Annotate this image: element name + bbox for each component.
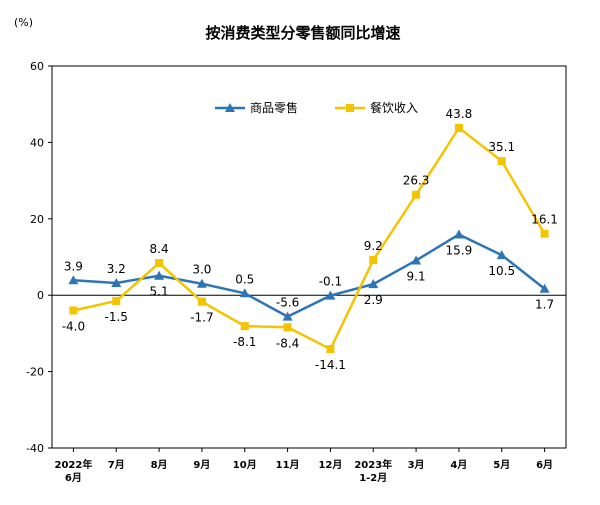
plot-border	[51, 65, 567, 449]
y-tick-label: 20	[30, 213, 44, 226]
data-label: 2.9	[364, 293, 383, 307]
data-label: 3.2	[107, 262, 126, 276]
data-label: -4.0	[62, 319, 85, 333]
chart-title: 按消费类型分零售额同比增速	[205, 24, 400, 42]
data-label: -1.5	[105, 310, 128, 324]
x-tick-label: 11月	[276, 459, 300, 471]
x-tick-label: 1-2月	[359, 472, 387, 484]
y-axis-unit: (%)	[14, 16, 33, 29]
series-line	[73, 233, 546, 318]
data-label: 9.2	[364, 239, 383, 253]
series-goods-retail	[68, 229, 550, 321]
data-label: 9.1	[407, 269, 426, 283]
x-tick-label: 6月	[536, 459, 553, 471]
x-tick-label: 8月	[151, 459, 168, 471]
data-label: -5.6	[276, 296, 299, 310]
data-point	[69, 306, 78, 315]
data-point	[282, 311, 293, 321]
y-tick-label: -40	[26, 442, 44, 455]
series-layer: 3.9 3.2 5.1 3.0 0.5 -5.6 -0.1 2.9 9.1 15.9 10.5 1.7…	[62, 107, 558, 372]
data-label: 10.5	[488, 264, 515, 278]
data-point	[411, 255, 422, 265]
data-label: 8.4	[150, 242, 169, 256]
data-label: 16.1	[531, 213, 558, 227]
data-label: 15.9	[446, 243, 473, 257]
data-label: 1.7	[535, 298, 554, 312]
series-catering-revenue	[69, 123, 549, 354]
data-label: 43.8	[446, 107, 473, 121]
data-label: -8.4	[276, 336, 299, 350]
data-label: 3.9	[64, 259, 83, 273]
legend-marker	[346, 104, 354, 112]
data-label: -14.1	[315, 358, 346, 372]
data-label: 35.1	[488, 140, 515, 154]
x-tick-label: 4月	[450, 459, 467, 471]
data-label: 26.3	[403, 174, 430, 188]
x-tick-label: 7月	[108, 459, 125, 471]
x-tick-label: 6月	[65, 472, 82, 484]
data-labels-0: 3.9 3.2 5.1 3.0 0.5 -5.6 -0.1 2.9 9.1 15.9 10.5 1.7	[64, 243, 554, 311]
y-tick-label: 0	[37, 289, 44, 302]
data-point	[325, 290, 336, 300]
data-point	[283, 323, 292, 332]
y-tick-label: 40	[30, 136, 44, 149]
data-point	[453, 229, 464, 239]
data-point	[454, 123, 463, 132]
legend-label: 餐饮收入	[370, 100, 418, 115]
data-point	[154, 270, 165, 280]
data-label: 5.1	[150, 285, 169, 299]
data-point	[239, 288, 250, 298]
x-tick-label: 2022年	[54, 458, 92, 471]
x-tick-label: 9月	[193, 459, 210, 471]
data-point	[196, 278, 207, 288]
plot-area	[51, 65, 567, 449]
data-point	[197, 297, 206, 306]
y-axis: -40 -20 0 20 40 60	[26, 60, 52, 455]
data-label: 3.0	[192, 263, 211, 277]
x-tick-label: 12月	[318, 459, 342, 471]
data-label: -0.1	[319, 275, 342, 289]
legend-marker	[225, 103, 235, 112]
y-tick-label: -20	[26, 366, 44, 379]
x-tick-label: 2023年	[354, 458, 392, 471]
data-point	[369, 256, 378, 265]
data-point	[496, 250, 507, 260]
data-label: -8.1	[233, 335, 256, 349]
x-tick-label: 3月	[408, 459, 425, 471]
data-point	[368, 279, 379, 289]
legend-item: 商品零售	[215, 100, 298, 115]
data-labels-1: -4.0-1.58.4-1.7-8.1 -8.4-14.19.226.343.83…	[62, 107, 558, 372]
data-point	[112, 296, 121, 305]
data-point	[155, 259, 164, 268]
data-point	[326, 345, 335, 354]
data-point	[497, 157, 506, 166]
data-point	[539, 283, 550, 293]
x-tick-label: 5月	[493, 459, 510, 471]
data-point	[540, 229, 549, 238]
legend: 商品零售 餐饮收入	[215, 100, 418, 115]
data-label: 0.5	[235, 272, 254, 286]
data-point	[240, 322, 249, 331]
x-tick-label: 10月	[233, 459, 257, 471]
data-point	[111, 277, 122, 287]
data-point	[412, 190, 421, 199]
legend-label: 商品零售	[250, 100, 298, 115]
legend-item: 餐饮收入	[335, 100, 418, 115]
series-line	[73, 126, 546, 351]
data-point	[68, 275, 79, 285]
data-label: -1.7	[190, 311, 213, 325]
y-tick-label: 60	[30, 60, 44, 73]
